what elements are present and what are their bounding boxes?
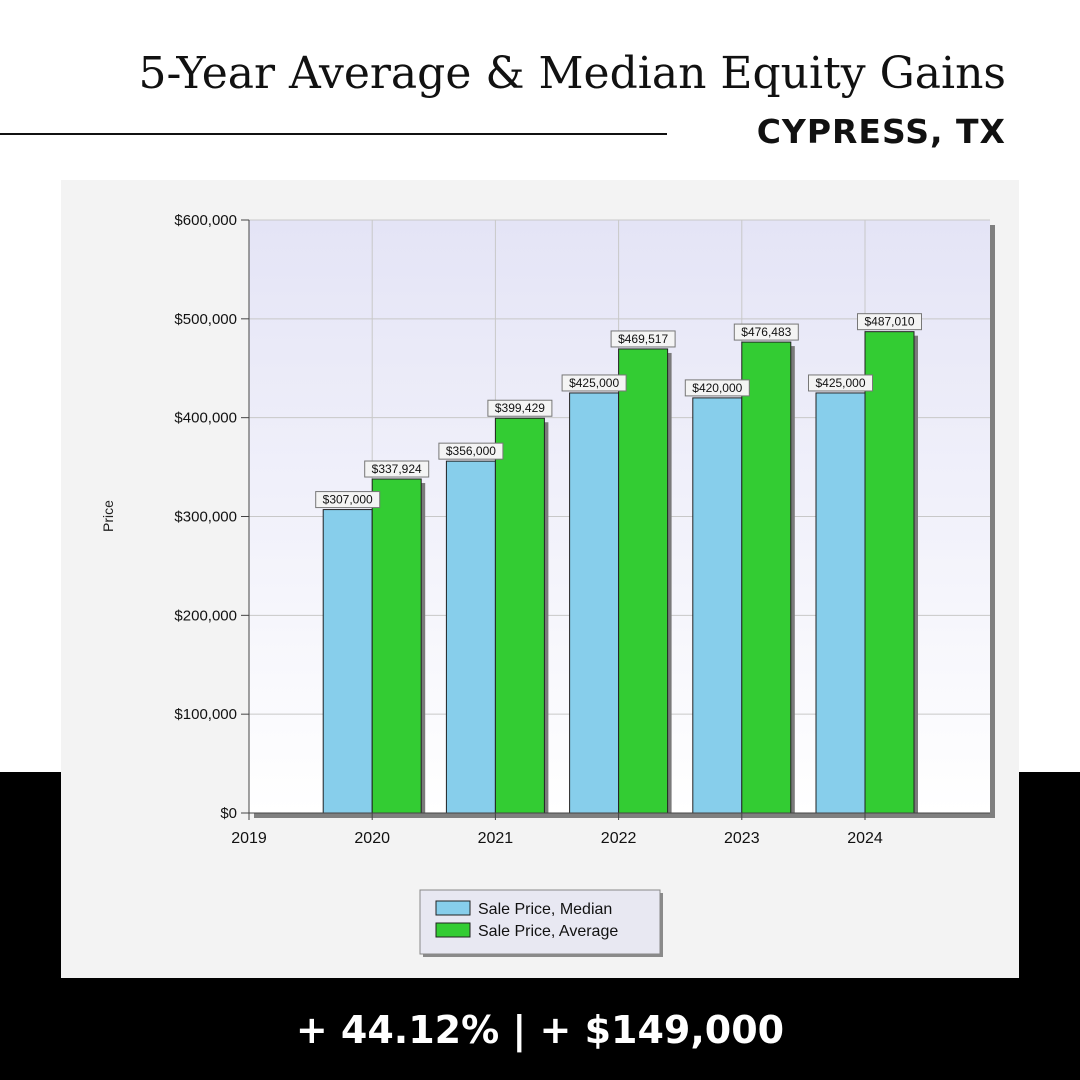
legend-swatch [435, 922, 471, 938]
y-axis-label: Price [100, 500, 116, 532]
y-tick-label: $200,000 [174, 607, 237, 624]
data-label: $425,000 [815, 376, 865, 390]
bar-median [692, 397, 743, 814]
bar-average [741, 341, 792, 814]
y-tick-label: $100,000 [174, 706, 237, 723]
bar-median [815, 392, 866, 814]
bar-median [322, 509, 373, 814]
bar-median [445, 460, 496, 814]
bar-average [371, 478, 422, 814]
equity-gain-stats: + 44.12% | + $149,000 [295, 1008, 785, 1052]
title-divider [0, 133, 667, 135]
legend-swatch [435, 900, 471, 916]
data-label-box [610, 330, 676, 348]
data-label-box [315, 491, 381, 509]
data-label: $307,000 [323, 493, 373, 507]
location-subtitle: CYPRESS, TX [756, 112, 1006, 151]
x-tick-label: 2024 [847, 830, 883, 847]
data-label-box [561, 374, 627, 392]
y-tick-label: $600,000 [174, 212, 237, 229]
data-label-box [733, 323, 799, 341]
data-label-box [684, 379, 750, 397]
page-title: 5-Year Average & Median Equity Gains [138, 48, 1006, 99]
legend-label: Sale Price, Median [478, 901, 612, 918]
legend: Sale Price, Median Sale Price, Average [419, 889, 663, 957]
data-label-box [857, 313, 922, 331]
data-label-box [438, 442, 504, 460]
x-tick-label: 2021 [478, 830, 514, 847]
bar-average [864, 331, 915, 814]
data-label-box [364, 460, 430, 478]
data-label-box [487, 399, 553, 417]
legend-box [419, 889, 661, 955]
x-tick-label: 2020 [354, 830, 390, 847]
data-label: $356,000 [446, 444, 496, 458]
data-label: $425,000 [569, 376, 619, 390]
bar-average [494, 417, 545, 814]
x-tick-label: 2022 [601, 830, 637, 847]
x-tick-label: 2019 [231, 830, 267, 847]
chart-panel: $0 $100,000 $200,000 $300,000 $400,000 $500,0… [61, 180, 1019, 978]
bar-average [618, 348, 669, 814]
legend-label: Sale Price, Average [478, 923, 618, 940]
y-tick-label: $500,000 [174, 311, 237, 328]
data-label: $420,000 [692, 381, 742, 395]
y-tick-label: $400,000 [174, 410, 237, 427]
data-label: $399,429 [495, 401, 545, 415]
data-label-box [808, 374, 873, 392]
x-tick-label: 2023 [724, 830, 760, 847]
bar-chart: $0 $100,000 $200,000 $300,000 $400,000 $500,0… [100, 212, 995, 957]
y-tick-label: $0 [220, 805, 237, 822]
y-tick-label: $300,000 [174, 509, 237, 526]
data-label: $476,483 [741, 325, 791, 339]
data-label: $337,924 [372, 462, 422, 476]
bar-median [569, 392, 620, 814]
data-label: $487,010 [864, 315, 914, 329]
data-label: $469,517 [618, 332, 668, 346]
